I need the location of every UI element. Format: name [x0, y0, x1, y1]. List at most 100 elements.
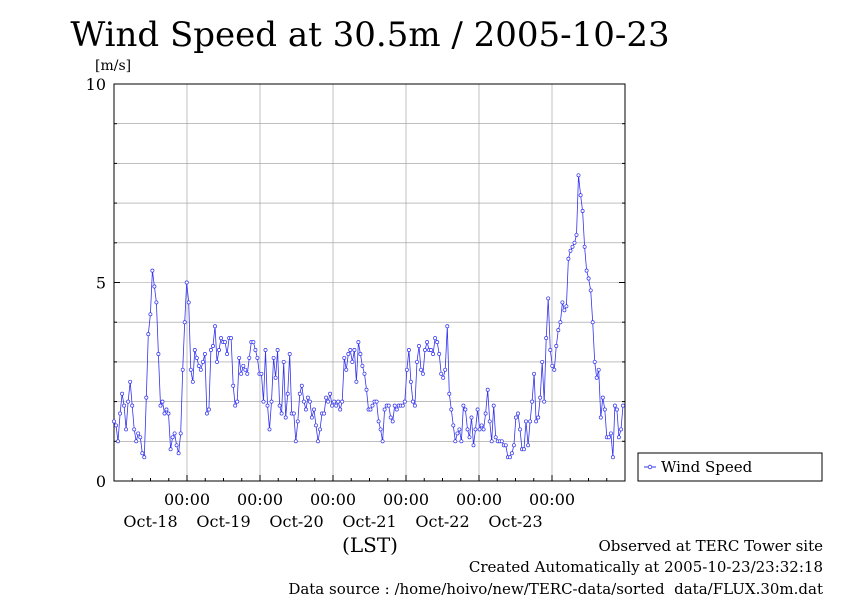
data-point	[291, 411, 296, 416]
data-point	[423, 348, 427, 352]
data-point	[621, 403, 625, 408]
data-point	[473, 427, 478, 432]
grid-lines	[114, 84, 625, 481]
data-point	[558, 320, 563, 325]
data-point	[538, 395, 543, 400]
data-point	[419, 367, 423, 372]
data-point	[211, 344, 215, 348]
data-point	[334, 403, 339, 408]
data-point	[134, 439, 139, 444]
data-point	[544, 336, 549, 341]
data-point	[295, 419, 300, 424]
data-point	[376, 419, 381, 424]
data-point	[453, 439, 458, 444]
data-point	[570, 244, 575, 249]
data-point	[168, 447, 173, 452]
data-point	[118, 411, 123, 416]
data-point	[364, 387, 369, 392]
data-point	[346, 352, 351, 356]
data-point	[332, 399, 337, 404]
data-point	[142, 455, 147, 460]
data-point	[572, 240, 577, 245]
data-point	[612, 403, 617, 408]
data-point	[568, 248, 573, 253]
data-point	[619, 427, 623, 432]
data-point	[316, 439, 320, 444]
data-point	[358, 352, 363, 356]
data-point	[536, 415, 541, 420]
legend-marker	[647, 464, 653, 470]
data-point	[196, 363, 201, 368]
data-point	[235, 399, 240, 404]
data-point	[162, 411, 167, 416]
data-point	[588, 288, 593, 293]
data-point	[202, 352, 207, 356]
x-tick-time-label: 00:00	[529, 490, 575, 509]
data-point	[602, 407, 607, 412]
wind-speed-series-line	[113, 175, 624, 458]
data-point	[112, 419, 116, 424]
data-point	[301, 399, 306, 404]
data-point	[564, 304, 569, 309]
data-point	[429, 348, 434, 352]
data-point	[263, 348, 268, 352]
data-point	[322, 411, 327, 416]
x-tick-time-label: 00:00	[310, 490, 356, 509]
data-point	[255, 355, 260, 360]
data-point	[463, 407, 468, 412]
data-point	[132, 427, 137, 432]
data-point	[241, 363, 246, 368]
data-point	[386, 403, 391, 408]
data-point	[493, 435, 498, 440]
data-point	[114, 423, 118, 428]
data-point	[388, 415, 393, 420]
footer-created: Created Automatically at 2005-10-23/23:3…	[469, 558, 823, 576]
data-point	[166, 411, 171, 416]
data-point	[509, 451, 514, 456]
legend-entry-wind-speed: Wind Speed	[661, 458, 753, 476]
data-point	[350, 359, 355, 364]
data-point	[283, 415, 288, 420]
data-point	[245, 371, 250, 376]
data-point	[404, 367, 409, 372]
data-point	[305, 395, 310, 400]
data-point	[144, 395, 149, 400]
data-point	[483, 411, 488, 416]
data-point	[178, 431, 183, 436]
data-point	[237, 355, 242, 360]
data-point	[356, 340, 361, 345]
data-point	[200, 359, 205, 364]
x-tick-time-label: 00:00	[383, 490, 429, 509]
data-point	[433, 336, 438, 341]
data-point	[152, 284, 157, 289]
data-point	[312, 407, 316, 412]
data-point	[576, 173, 581, 178]
data-point	[445, 324, 450, 329]
data-point	[247, 355, 252, 360]
data-point	[392, 403, 397, 408]
data-point	[307, 399, 312, 404]
data-point	[513, 415, 518, 420]
data-point	[229, 336, 234, 341]
data-point	[223, 340, 228, 345]
data-point	[548, 348, 553, 352]
data-point	[491, 403, 496, 408]
data-point	[140, 451, 145, 456]
data-point	[172, 431, 177, 436]
data-point	[485, 387, 490, 392]
wind-speed-points	[112, 173, 625, 460]
data-point	[586, 276, 591, 281]
data-point	[608, 431, 613, 436]
data-point	[154, 300, 159, 305]
data-point	[275, 348, 280, 352]
data-point	[122, 403, 127, 408]
y-tick-label: 10	[86, 75, 106, 94]
data-point	[562, 308, 567, 313]
data-point	[340, 399, 345, 404]
x-tick-time-label: 00:00	[164, 490, 210, 509]
data-point	[213, 324, 217, 329]
x-axis-label: (LST)	[342, 533, 398, 557]
data-point	[293, 439, 298, 444]
data-point	[126, 399, 131, 404]
x-axis: 00:00 Oct-18 00:00 Oct-19 00:00 Oct-20 00:00 Oc…	[113, 475, 626, 531]
